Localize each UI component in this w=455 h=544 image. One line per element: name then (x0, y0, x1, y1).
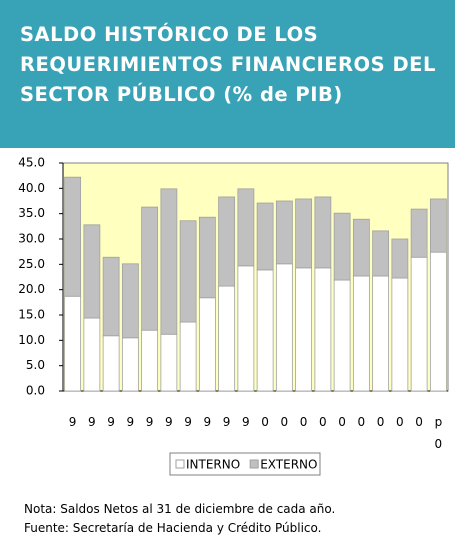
note: Nota: Saldos Netos al 31 de diciembre de… (24, 502, 336, 516)
bar-segment (352, 275, 370, 392)
bar-segment (275, 263, 293, 392)
bar-segment (179, 321, 197, 392)
bar-segment (160, 188, 178, 335)
x-tick-label: 0 (338, 415, 346, 429)
legend-label: EXTERNO (260, 458, 317, 472)
y-tick-label: 10.0 (18, 333, 45, 347)
legend-box (169, 452, 321, 476)
bar-segment (102, 256, 120, 337)
bar-segment (218, 285, 236, 392)
legend-swatch (175, 459, 185, 469)
chart: 0.0 5.0 10.0 15.0 20.0 25.0 30.0 35.0 40.0 45.0 IN… (18, 156, 449, 476)
y-tick-label: 40.0 (18, 181, 45, 195)
bar-segment (218, 196, 236, 287)
x-tick-label: p 0 (434, 415, 443, 451)
y-tick-label: 35.0 (18, 206, 45, 220)
bar-segment (121, 337, 139, 392)
bar-segment (391, 238, 409, 279)
bar-segment (64, 295, 82, 392)
x-tick-label: 9 (184, 415, 192, 429)
plot-area (62, 162, 449, 392)
chart-title: SALDO HISTÓRICO DE LOS REQUERIMIENTOS FI… (20, 23, 436, 106)
bar-segment (429, 198, 447, 253)
bar-segment (314, 267, 332, 392)
bar-segment (141, 329, 159, 392)
x-tick-label: 0 (280, 415, 289, 429)
legend-label: INTERNO (186, 458, 240, 472)
x-tick-label: 0 (261, 415, 269, 429)
y-tick-label: 45.0 (18, 156, 45, 170)
header: SALDO HISTÓRICO DE LOS REQUERIMIENTOS FI… (0, 0, 455, 148)
x-tick-label: 9 (165, 415, 173, 429)
bar-segment (275, 200, 293, 265)
x-tick-label: 0 (299, 415, 308, 429)
bar-segment (256, 202, 274, 271)
x-tick-label: 0 (357, 415, 366, 429)
legend-swatch (249, 459, 259, 469)
y-tick-label: 30.0 (18, 232, 45, 246)
x-tick-label: 9 (242, 415, 250, 429)
bar-segment (314, 196, 332, 269)
source: Fuente: Secretaría de Hacienda y Crédito… (24, 521, 322, 535)
x-tick-label: 9 (68, 415, 77, 429)
bar-segment (198, 216, 216, 299)
x-tick-label: 0 (396, 415, 404, 429)
bar-segment (410, 208, 428, 258)
x-tick-label: 9 (222, 415, 231, 429)
x-tick-label: 0 (415, 415, 423, 429)
bar-segment (295, 267, 313, 392)
y-tick-label: 15.0 (18, 308, 45, 322)
bar-segment (141, 206, 159, 331)
x-tick-label: 9 (88, 415, 96, 429)
y-tick-label: 20.0 (18, 282, 45, 296)
bar-segment (83, 224, 101, 319)
y-tick-label: 5.0 (26, 358, 45, 372)
bar-segment (198, 297, 216, 392)
bar-segment (410, 256, 428, 392)
bar-segment (372, 230, 390, 277)
x-tick-label: 9 (203, 415, 212, 429)
bar-segment (160, 333, 178, 392)
bar-segment (333, 279, 351, 392)
bar-segment (237, 188, 255, 267)
x-tick-label: 0 (319, 415, 327, 429)
bar-segment (391, 277, 409, 392)
bar-segment (352, 218, 370, 277)
x-tick-label: 9 (126, 415, 135, 429)
bar-segment (179, 220, 197, 323)
y-tick-label: 25.0 (18, 257, 45, 271)
x-tick-label: 9 (107, 415, 115, 429)
bar-segment (83, 317, 101, 392)
bar-segment (237, 265, 255, 392)
bar-segment (121, 263, 139, 339)
bar-segment (429, 251, 447, 392)
bar-segment (64, 176, 82, 297)
x-tick-label: 0 (376, 415, 385, 429)
bar-segment (372, 275, 390, 392)
bar-segment (295, 198, 313, 269)
bar-segment (102, 335, 120, 392)
notes: Nota: Saldos Netos al 31 de diciembre de… (24, 500, 335, 538)
x-tick-label: 9 (145, 415, 154, 429)
y-tick-label: 0.0 (26, 384, 45, 398)
bar-segment (333, 212, 351, 281)
bar-segment (256, 269, 274, 392)
